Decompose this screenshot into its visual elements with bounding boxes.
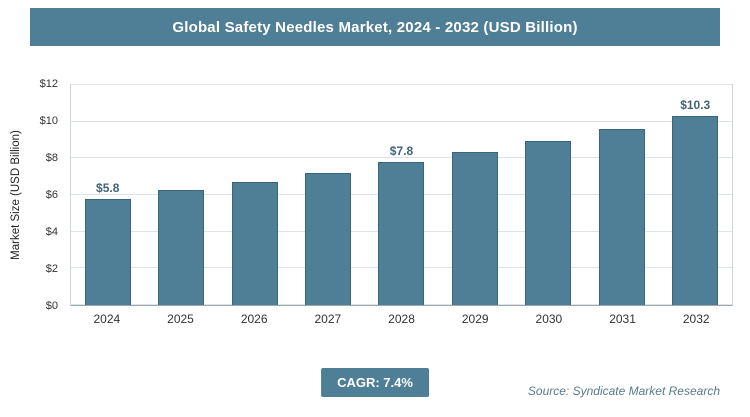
gridline xyxy=(71,120,732,122)
y-tick-label: $0 xyxy=(45,300,58,312)
x-axis-label: 2024 xyxy=(93,312,121,326)
bar-2031 xyxy=(598,129,645,305)
gridline xyxy=(71,84,732,85)
bar-column xyxy=(218,85,291,305)
x-axis-label: 2031 xyxy=(609,312,636,326)
bar-column xyxy=(512,85,585,305)
bar-2030 xyxy=(525,140,572,305)
y-tick-label: $12 xyxy=(39,78,58,90)
x-axis-label: 2029 xyxy=(461,312,489,326)
x-axis-label: 2028 xyxy=(388,312,415,326)
x-axis-labels: 2024 2025 2026 2027 2028 2029 2030 2031 2032 xyxy=(70,312,733,326)
source-text: Source: Syndicate Market Research xyxy=(527,384,720,398)
x-axis-label: 2030 xyxy=(535,312,563,326)
y-tick-label: $10 xyxy=(39,115,58,127)
y-tick-label: $6 xyxy=(45,189,58,201)
bar-value-label: $10.3 xyxy=(680,98,711,113)
plot-area: $5.8 $7.8 $10.3 xyxy=(70,84,733,306)
bar-column: $10.3 xyxy=(659,85,732,305)
y-axis-ticks: $0 $2 $4 $6 $8 $10 $12 xyxy=(24,78,64,312)
bar-column: $7.8 xyxy=(365,85,438,305)
bar-2029 xyxy=(451,151,498,305)
bar-value-label: $7.8 xyxy=(389,144,414,158)
x-axis-label: 2032 xyxy=(682,312,710,326)
bar-column xyxy=(144,85,217,305)
y-tick-label: $2 xyxy=(45,263,58,276)
cagr-badge: CAGR: 7.4% xyxy=(321,368,429,397)
bar-2024 xyxy=(84,198,131,305)
bar-column: $5.8 xyxy=(71,85,144,305)
cagr-label: CAGR: 7.4% xyxy=(337,375,413,390)
bar-2028 xyxy=(378,162,425,305)
bar-column xyxy=(438,85,511,305)
x-axis-label: 2027 xyxy=(314,312,342,326)
bar-column xyxy=(291,85,364,305)
bar-column xyxy=(585,85,658,305)
bar-2026 xyxy=(231,182,278,305)
bar-2025 xyxy=(158,190,205,305)
x-axis-label: 2025 xyxy=(167,312,194,326)
bar-2027 xyxy=(305,173,352,305)
x-axis-label: 2026 xyxy=(240,312,268,326)
y-tick-label: $4 xyxy=(45,226,58,239)
y-tick-label: $8 xyxy=(45,152,58,165)
bars-row: $5.8 $7.8 $10.3 xyxy=(71,85,732,305)
bar-value-label: $5.8 xyxy=(96,180,120,195)
bar-2032 xyxy=(672,116,719,305)
chart-title-bar: Global Safety Needles Market, 2024 - 203… xyxy=(30,8,720,46)
gridline xyxy=(71,157,732,159)
chart-title: Global Safety Needles Market, 2024 - 203… xyxy=(172,18,578,36)
